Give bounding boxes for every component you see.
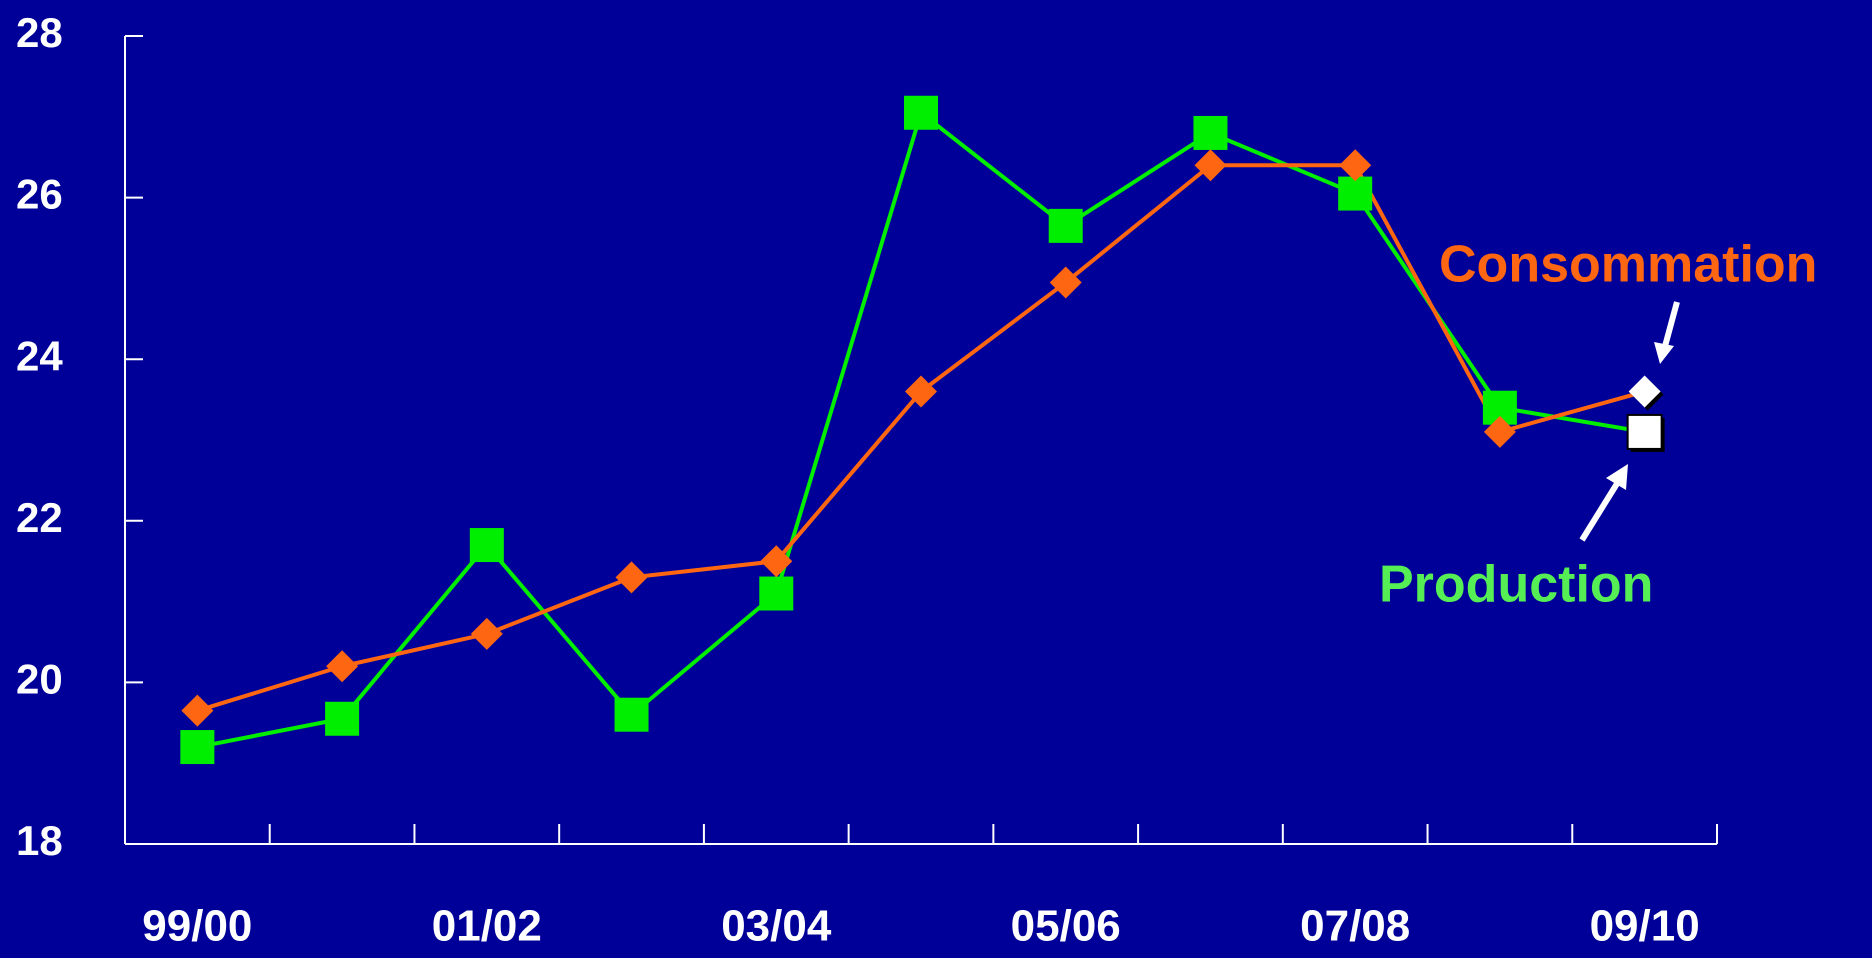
annotation-arrowhead	[1654, 342, 1674, 364]
marker	[1626, 413, 1663, 450]
x-tick-label: 99/00	[142, 902, 252, 951]
x-tick-label: 05/06	[1011, 902, 1121, 951]
marker	[759, 576, 794, 611]
marker	[1483, 415, 1516, 448]
annotation-arrow	[1661, 301, 1680, 351]
y-tick-label: 28	[16, 9, 63, 56]
y-tick-label: 24	[16, 332, 63, 379]
y-tick-label: 22	[16, 494, 63, 541]
marker	[904, 95, 938, 130]
annotation-arrow	[1579, 480, 1621, 542]
marker	[181, 694, 214, 727]
marker	[615, 561, 648, 594]
marker	[326, 650, 359, 683]
marker	[614, 697, 649, 732]
marker	[905, 375, 937, 408]
marker	[1628, 375, 1661, 408]
x-tick-label: 01/02	[432, 902, 542, 951]
x-tick-label: 07/08	[1300, 902, 1410, 951]
series-label: Consommation	[1439, 236, 1817, 294]
series-label: Production	[1379, 556, 1653, 614]
y-tick-label: 26	[16, 171, 63, 218]
marker	[1194, 149, 1227, 182]
marker	[1048, 208, 1083, 243]
marker	[469, 528, 504, 563]
marker	[470, 617, 503, 650]
marker	[325, 701, 360, 736]
marker	[1193, 115, 1228, 150]
marker	[180, 730, 215, 765]
marker	[1049, 266, 1082, 299]
y-tick-label: 20	[16, 655, 63, 702]
marker	[760, 545, 793, 578]
annotation-arrowhead	[1606, 464, 1628, 490]
x-tick-label: 09/10	[1590, 902, 1700, 951]
x-tick-label: 03/04	[721, 902, 832, 951]
marker	[1339, 149, 1372, 182]
y-tick-label: 18	[16, 817, 63, 864]
marker	[1338, 176, 1373, 211]
